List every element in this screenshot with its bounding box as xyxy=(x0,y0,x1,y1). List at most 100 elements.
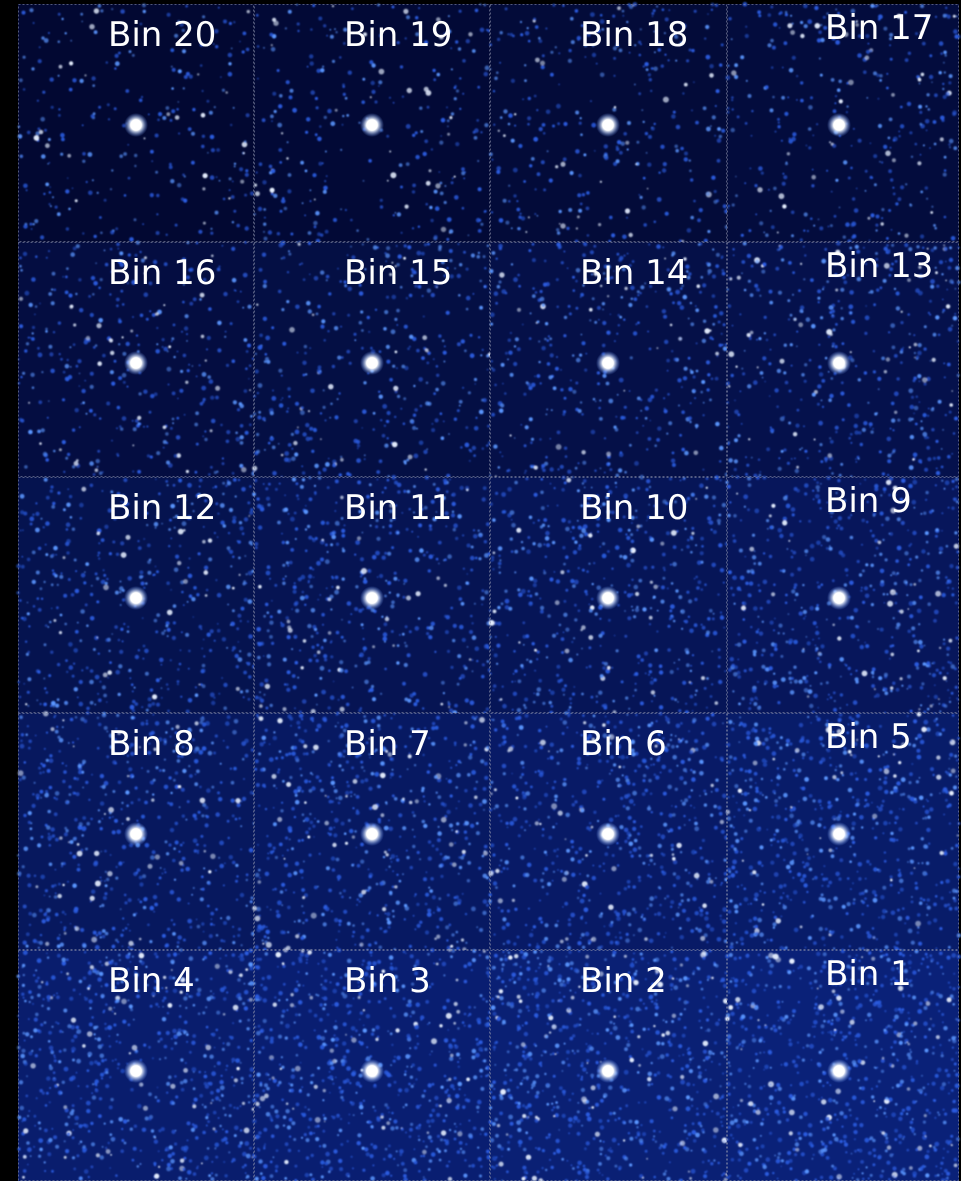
noise-dot xyxy=(631,559,635,563)
noise-dot xyxy=(436,558,439,561)
noise-dot xyxy=(778,291,782,295)
noise-dot xyxy=(787,299,790,302)
noise-dot xyxy=(546,543,550,547)
central-source xyxy=(827,586,851,610)
noise-dot xyxy=(909,203,911,205)
noise-dot xyxy=(65,32,67,34)
noise-dot xyxy=(423,672,428,677)
noise-dot xyxy=(661,64,664,67)
noise-dot xyxy=(732,534,735,537)
noise-dot xyxy=(446,615,450,619)
noise-dot xyxy=(806,675,808,677)
noise-dot xyxy=(217,623,219,625)
noise-dot xyxy=(215,579,217,581)
noise-dot xyxy=(429,206,432,209)
noise-dot xyxy=(870,430,873,433)
noise-dot xyxy=(122,336,124,338)
noise-dot xyxy=(177,680,180,683)
noise-dot xyxy=(510,537,513,540)
noise-dot xyxy=(636,141,639,144)
noise-dot xyxy=(780,359,785,364)
noise-dot xyxy=(24,349,27,352)
noise-dot xyxy=(226,585,231,590)
noise-dot xyxy=(46,496,50,500)
noise-dot xyxy=(700,551,704,555)
noise-dot xyxy=(706,192,711,197)
noise-dot xyxy=(811,175,816,180)
noise-dot xyxy=(832,579,835,582)
noise-dot xyxy=(313,428,317,432)
noise-dot xyxy=(418,7,420,9)
noise-dot xyxy=(130,705,135,710)
noise-dot xyxy=(269,33,273,37)
noise-dot xyxy=(82,232,84,234)
noise-dot xyxy=(552,541,555,544)
noise-dot xyxy=(942,311,944,313)
noise-dot xyxy=(706,707,708,709)
noise-dot xyxy=(854,414,859,419)
noise-dot xyxy=(646,305,649,308)
noise-dot xyxy=(397,395,400,398)
noise-dot xyxy=(337,356,341,360)
noise-dot xyxy=(505,7,508,10)
noise-dot xyxy=(604,472,606,474)
noise-dot xyxy=(719,460,721,462)
noise-dot xyxy=(922,432,927,437)
noise-dot xyxy=(294,452,298,456)
noise-dot xyxy=(864,332,867,335)
noise-dot xyxy=(582,461,586,465)
noise-dot xyxy=(391,630,394,633)
noise-dot xyxy=(464,171,466,173)
noise-dot xyxy=(951,390,953,392)
noise-dot xyxy=(381,616,383,618)
noise-dot xyxy=(649,536,652,539)
noise-dot xyxy=(345,209,347,211)
noise-dot xyxy=(508,339,511,342)
noise-dot xyxy=(576,654,578,656)
noise-dot xyxy=(102,685,106,689)
noise-dot xyxy=(762,262,766,266)
noise-dot xyxy=(281,258,283,260)
noise-dot xyxy=(72,528,75,531)
noise-dot xyxy=(666,531,670,535)
noise-dot xyxy=(453,523,458,528)
noise-dot xyxy=(330,608,332,610)
noise-dot xyxy=(613,75,615,77)
noise-dot xyxy=(50,369,55,374)
noise-dot xyxy=(675,60,677,62)
noise-dot xyxy=(499,409,504,414)
noise-dot xyxy=(329,595,333,599)
noise-dot xyxy=(235,495,237,497)
noise-dot xyxy=(155,312,159,316)
noise-dot xyxy=(511,519,513,521)
noise-dot xyxy=(165,432,169,436)
noise-dot xyxy=(52,196,54,198)
noise-dot xyxy=(115,591,119,595)
noise-dot xyxy=(295,430,300,435)
noise-dot xyxy=(604,156,609,161)
noise-dot xyxy=(540,297,545,302)
noise-dot xyxy=(799,520,801,522)
noise-dot xyxy=(267,654,271,658)
noise-dot xyxy=(712,115,716,119)
noise-dot xyxy=(72,428,75,431)
noise-dot xyxy=(927,457,931,461)
noise-dot xyxy=(30,337,32,339)
noise-dot xyxy=(541,346,545,350)
noise-dot xyxy=(32,580,36,584)
noise-dot xyxy=(434,651,436,653)
noise-dot xyxy=(659,705,663,709)
noise-dot xyxy=(575,467,578,470)
noise-dot xyxy=(877,628,879,630)
noise-dot xyxy=(943,51,947,55)
noise-dot xyxy=(404,663,408,667)
noise-dot xyxy=(97,450,100,453)
noise-dot xyxy=(732,248,734,250)
noise-dot xyxy=(602,344,606,348)
noise-dot xyxy=(929,314,931,316)
noise-dot xyxy=(494,291,499,296)
noise-dot xyxy=(677,701,679,703)
noise-dot xyxy=(606,331,610,335)
noise-dot xyxy=(95,572,98,575)
noise-dot xyxy=(816,123,818,125)
